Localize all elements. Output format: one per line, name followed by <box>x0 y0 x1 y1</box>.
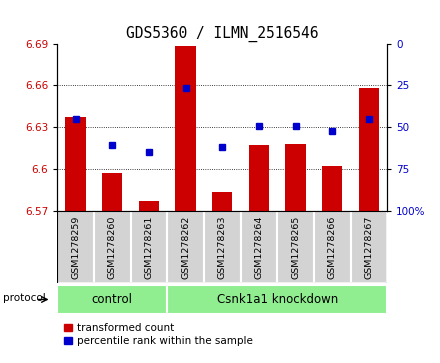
Bar <box>314 211 351 283</box>
Text: protocol: protocol <box>3 293 46 303</box>
Bar <box>102 173 122 211</box>
Text: GSM1278260: GSM1278260 <box>108 215 117 278</box>
Text: GSM1278264: GSM1278264 <box>254 215 264 278</box>
Text: GSM1278262: GSM1278262 <box>181 215 190 278</box>
Bar <box>57 285 167 314</box>
Bar <box>167 211 204 283</box>
Bar <box>241 211 277 283</box>
Text: GSM1278261: GSM1278261 <box>144 215 154 278</box>
Title: GDS5360 / ILMN_2516546: GDS5360 / ILMN_2516546 <box>126 26 319 42</box>
Bar <box>351 211 387 283</box>
Bar <box>57 211 94 283</box>
Bar <box>139 201 159 211</box>
Bar <box>66 117 86 211</box>
Bar <box>176 46 196 211</box>
Bar <box>277 211 314 283</box>
Bar <box>286 144 306 211</box>
Text: Csnk1a1 knockdown: Csnk1a1 knockdown <box>216 293 338 306</box>
Text: GSM1278266: GSM1278266 <box>328 215 337 278</box>
Legend: transformed count, percentile rank within the sample: transformed count, percentile rank withi… <box>62 321 255 348</box>
Text: GSM1278265: GSM1278265 <box>291 215 300 278</box>
Text: GSM1278267: GSM1278267 <box>364 215 374 278</box>
Bar <box>322 166 342 211</box>
Bar <box>167 285 387 314</box>
Bar <box>131 211 167 283</box>
Text: control: control <box>92 293 133 306</box>
Text: GSM1278259: GSM1278259 <box>71 215 80 278</box>
Bar <box>249 145 269 211</box>
Text: GSM1278263: GSM1278263 <box>218 215 227 278</box>
Bar <box>359 88 379 211</box>
Bar <box>94 211 131 283</box>
Bar <box>204 211 241 283</box>
Bar <box>212 192 232 211</box>
